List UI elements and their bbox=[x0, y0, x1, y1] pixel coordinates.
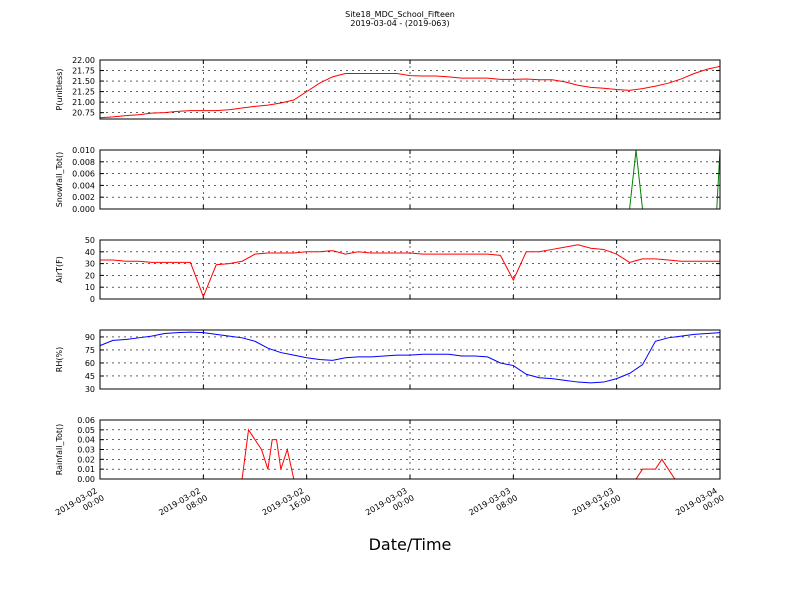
x-tick-label: 2019-03-02 16:00 bbox=[261, 485, 313, 526]
data-line bbox=[100, 149, 721, 210]
plot-frame bbox=[99, 329, 721, 390]
y-tick-label: 30 bbox=[85, 385, 95, 394]
y-tick-label: 30 bbox=[85, 260, 95, 269]
y-tick-label: 0.01 bbox=[77, 465, 95, 474]
plot-frame bbox=[99, 419, 721, 480]
y-tick-label: 0.006 bbox=[72, 170, 95, 179]
x-tick-label: 2019-03-02 08:00 bbox=[157, 485, 209, 526]
y-tick-label: 21.75 bbox=[72, 67, 95, 76]
y-tick-label: 0.05 bbox=[77, 426, 95, 435]
y-axis-label: RH(%) bbox=[55, 347, 64, 372]
y-tick-label: 0.000 bbox=[72, 205, 95, 214]
y-tick-label: 21.25 bbox=[72, 88, 95, 97]
x-tick-label: 2019-03-04 00:00 bbox=[674, 485, 726, 526]
y-tick-label: 21.00 bbox=[72, 98, 95, 107]
data-line bbox=[100, 244, 720, 299]
y-axis-label: AirT(F) bbox=[55, 256, 64, 283]
y-tick-label: 21.50 bbox=[72, 77, 95, 86]
y-axis-label: Snowfall_Tot() bbox=[55, 152, 64, 208]
y-tick-label: 45 bbox=[85, 372, 95, 381]
y-tick-label: 50 bbox=[85, 236, 95, 245]
plot-frame bbox=[99, 59, 721, 120]
figure-subtitle: 2019-03-04 - (2019-063) bbox=[350, 19, 449, 28]
y-tick-label: 60 bbox=[85, 359, 95, 368]
data-line bbox=[100, 428, 720, 480]
figure-title: Site18_MDC_School_Fifteen bbox=[345, 10, 455, 19]
y-tick-label: 75 bbox=[85, 346, 95, 355]
x-tick-label: 2019-03-03 08:00 bbox=[467, 485, 519, 526]
y-tick-label: 0.00 bbox=[77, 475, 95, 484]
y-tick-label: 20.75 bbox=[72, 109, 95, 118]
y-tick-label: 0.004 bbox=[72, 181, 95, 190]
y-tick-label: 40 bbox=[85, 248, 95, 257]
data-line bbox=[99, 65, 721, 119]
plot-frame bbox=[99, 239, 721, 300]
plot-frame bbox=[99, 149, 721, 210]
y-axis-label: Rainfall_Tot() bbox=[55, 424, 64, 476]
y-tick-label: 0.002 bbox=[72, 193, 95, 202]
y-tick-label: 90 bbox=[85, 333, 95, 342]
y-tick-label: 0.02 bbox=[77, 455, 95, 464]
data-line bbox=[99, 331, 721, 384]
y-tick-label: 0.03 bbox=[77, 446, 95, 455]
x-tick-label: 2019-03-03 00:00 bbox=[364, 485, 416, 526]
y-tick-label: 0.008 bbox=[72, 158, 95, 167]
y-tick-label: 0.010 bbox=[72, 146, 95, 155]
x-tick-label: 2019-03-02 00:00 bbox=[54, 485, 106, 526]
x-tick-label: 2019-03-03 16:00 bbox=[571, 485, 623, 526]
y-tick-label: 0.04 bbox=[77, 436, 95, 445]
y-tick-label: 10 bbox=[85, 283, 95, 292]
y-tick-label: 0 bbox=[90, 295, 95, 304]
y-tick-label: 22.00 bbox=[72, 56, 95, 65]
y-tick-label: 0.06 bbox=[77, 416, 95, 425]
x-axis-label: Date/Time bbox=[369, 535, 452, 554]
y-axis-label: P(unitless) bbox=[55, 68, 64, 110]
y-tick-label: 20 bbox=[85, 271, 95, 280]
